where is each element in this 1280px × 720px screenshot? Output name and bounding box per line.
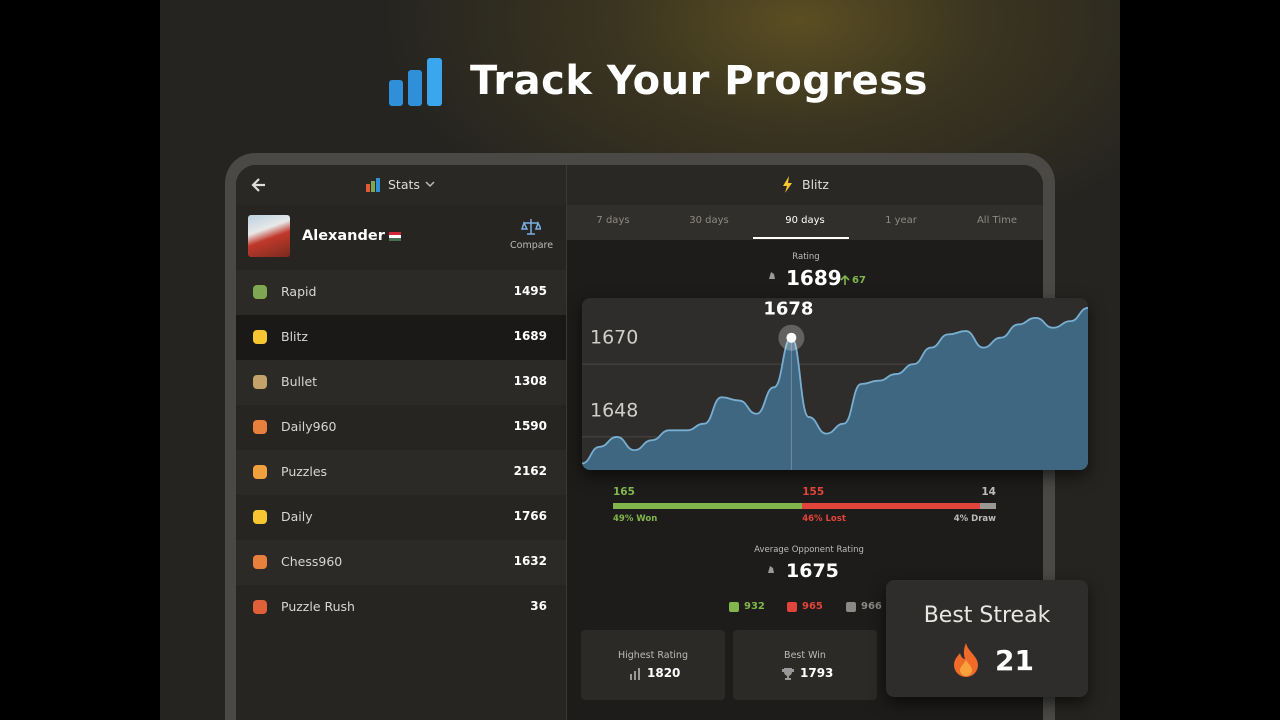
mode-row[interactable]: Puzzle Rush 36 <box>236 585 566 630</box>
rating-icon <box>768 272 776 281</box>
mode-name: Rapid <box>281 284 317 299</box>
y-tick-label: 1648 <box>590 399 638 421</box>
top-bar <box>236 165 1043 205</box>
avg-opponent-label: Average Opponent Rating <box>754 545 864 555</box>
period-tab[interactable]: All Time <box>976 215 1018 226</box>
mode-icon <box>253 555 267 569</box>
mode-row[interactable]: Bullet 1308 <box>236 360 566 405</box>
compare-icon <box>521 219 541 235</box>
lost-count: 155 <box>802 486 825 498</box>
chart: 1648 1670 1678 <box>582 299 1088 470</box>
period-tab[interactable]: 7 days <box>596 215 630 226</box>
mode-rating: 1495 <box>513 284 547 298</box>
wins-count: 932 <box>744 601 765 612</box>
draws-count: 966 <box>861 601 882 612</box>
chevron <box>425 181 435 188</box>
flame-icon <box>954 643 978 677</box>
mode-row[interactable]: Puzzles 2162 <box>236 450 566 495</box>
headline-icon <box>389 58 442 106</box>
mode-name: Blitz <box>281 329 308 344</box>
losses-icon <box>787 602 797 612</box>
won-label: 49% Won <box>613 514 658 524</box>
avatar <box>248 215 290 257</box>
won-bar <box>613 503 803 509</box>
card-icon <box>630 668 640 680</box>
rating-change: 67 <box>852 275 866 286</box>
mode-row[interactable]: Daily 1766 <box>236 495 566 540</box>
draw-label: 4% Draw <box>953 514 996 524</box>
avg-opponent-value: 1675 <box>786 560 839 582</box>
streak-value: 21 <box>995 644 1034 677</box>
player-name: Alexander <box>302 228 385 244</box>
flag <box>389 232 401 241</box>
period-tab[interactable]: 1 year <box>885 215 917 226</box>
losses-count: 965 <box>802 601 823 612</box>
rating-value: 1689 <box>786 266 842 290</box>
mode-rating: 1766 <box>513 509 547 523</box>
mode-title: Blitz <box>802 177 829 192</box>
avg-opponent-icon <box>767 566 775 575</box>
mode-icon <box>253 330 267 344</box>
area <box>582 307 1088 470</box>
mode-row[interactable]: Rapid 1495 <box>236 270 566 315</box>
mode-row[interactable]: Chess960 1632 <box>236 540 566 585</box>
period-tab[interactable]: 30 days <box>689 215 729 226</box>
mode-row[interactable]: Blitz 1689 <box>236 315 566 360</box>
card-value: 1793 <box>800 666 834 680</box>
lost-label: 46% Lost <box>802 514 846 524</box>
mode-name: Puzzle Rush <box>281 599 355 614</box>
mode-name: Chess960 <box>281 554 343 569</box>
mode-rating: 1632 <box>513 554 547 568</box>
up-arrow <box>840 275 850 285</box>
divider <box>566 165 567 720</box>
panel-title[interactable]: Stats <box>388 177 420 192</box>
line <box>582 307 1088 465</box>
card-value: 1820 <box>647 666 681 680</box>
mode-row[interactable]: Daily960 1590 <box>236 405 566 450</box>
stat-card: Best Win 1793 <box>733 630 877 700</box>
tab-underline <box>753 237 849 239</box>
mode-rating: 1689 <box>513 329 547 343</box>
draw-bar <box>979 503 996 509</box>
mode-rating: 1590 <box>513 419 547 433</box>
mode-icon <box>253 420 267 434</box>
lost-bar <box>802 503 980 509</box>
mode-rating: 36 <box>530 599 547 613</box>
rating-label: Rating <box>792 252 820 262</box>
chart-card: 1648 1670 1678 <box>582 298 1088 470</box>
highlight-point <box>786 332 797 343</box>
period-bar <box>567 205 1043 240</box>
card-label: Highest Rating <box>617 650 688 661</box>
mode-name: Daily <box>281 509 313 524</box>
blitz-icon <box>783 176 792 193</box>
draw-count: 14 <box>981 486 996 498</box>
compare-button[interactable]: Compare <box>510 240 554 251</box>
mode-rating: 2162 <box>513 464 547 478</box>
mode-icon <box>253 285 267 299</box>
won-count: 165 <box>613 486 635 498</box>
mode-rating: 1308 <box>513 374 547 388</box>
headline: Track Your Progress <box>470 58 928 104</box>
trophy-icon <box>782 668 794 680</box>
mode-icon <box>253 600 267 614</box>
highlight-label: 1678 <box>763 299 813 320</box>
streak-label: Best Streak <box>923 603 1051 628</box>
mode-icon <box>253 510 267 524</box>
wins-icon <box>729 602 739 612</box>
period-tab[interactable]: 90 days <box>785 215 825 226</box>
card-label: Best Win <box>784 650 826 661</box>
draws-icon <box>846 602 856 612</box>
mode-name: Puzzles <box>281 464 328 479</box>
streak-card: Best Streak 21 <box>886 580 1088 697</box>
stats-icon <box>366 178 380 192</box>
mode-icon <box>253 465 267 479</box>
y-tick-label: 1670 <box>590 327 638 349</box>
mode-name: Daily960 <box>281 419 337 434</box>
stat-card: Highest Rating 1820 <box>581 630 725 700</box>
mode-name: Bullet <box>281 374 318 389</box>
mode-icon <box>253 375 267 389</box>
back-button[interactable] <box>250 176 268 194</box>
